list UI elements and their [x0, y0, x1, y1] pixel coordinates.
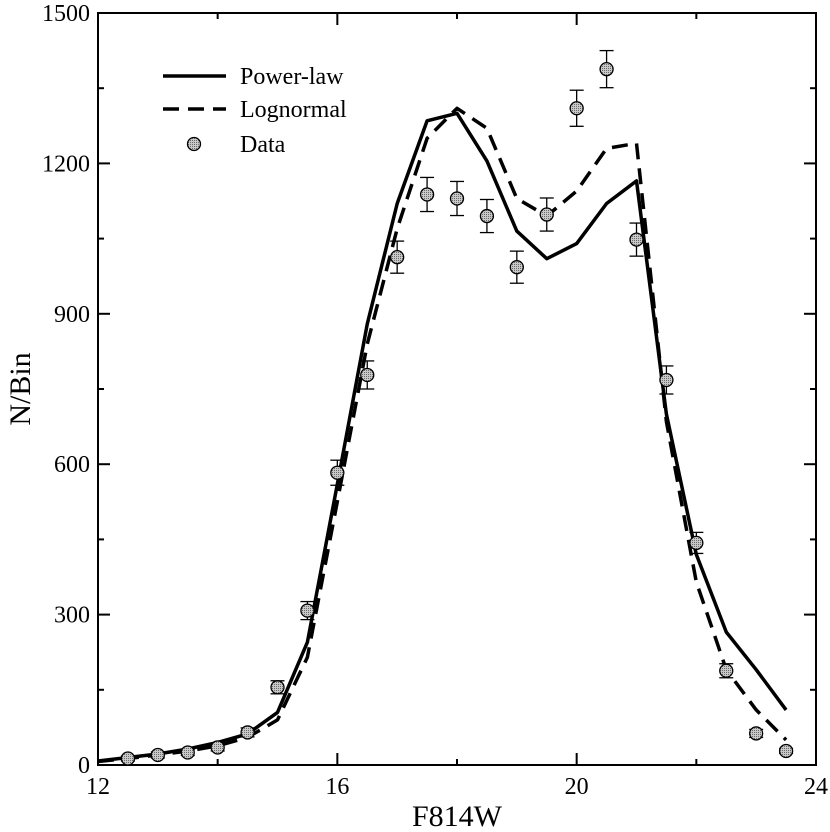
series-line-power-law	[97, 111, 788, 763]
data-marker	[629, 232, 644, 247]
legend-swatch-data	[186, 136, 202, 152]
data-marker	[180, 745, 195, 760]
y-tick-label: 0	[78, 753, 90, 779]
data-marker	[330, 465, 345, 480]
data-point	[749, 726, 764, 741]
data-point	[240, 725, 255, 740]
data-point	[390, 240, 405, 274]
y-tick-label: 300	[54, 603, 90, 629]
data-marker	[419, 187, 435, 202]
series-lines	[97, 106, 788, 764]
data-marker	[479, 208, 495, 224]
data-marker	[360, 367, 375, 383]
data-point	[479, 198, 495, 234]
data-points	[120, 49, 794, 766]
data-point	[180, 745, 195, 760]
data-point	[419, 176, 435, 213]
data-marker	[270, 680, 285, 695]
y-axis-title: N/Bin	[4, 352, 37, 425]
data-point	[210, 740, 225, 755]
data-marker	[210, 740, 225, 755]
data-marker	[778, 743, 794, 759]
data-point	[689, 531, 704, 555]
y-tick-label: 1500	[42, 1, 90, 27]
data-marker	[749, 726, 764, 741]
data-point	[150, 747, 165, 763]
data-point	[509, 250, 524, 284]
series-line-lognormal	[97, 106, 788, 764]
data-point	[569, 89, 584, 127]
data-point	[270, 680, 285, 695]
x-tick-label: 20	[565, 774, 589, 800]
legend: Power-law Lognormal Data	[163, 64, 347, 158]
legend-label-lognormal: Lognormal	[240, 97, 347, 123]
data-point	[629, 222, 644, 257]
x-tick-label: 16	[325, 774, 349, 800]
data-marker	[569, 101, 584, 116]
data-marker	[240, 725, 255, 740]
data-marker	[300, 603, 315, 618]
data-point	[449, 180, 465, 217]
tick-labels: 12 16 20 24 0 300 600 900 1200 1500	[42, 1, 828, 800]
data-marker	[390, 249, 405, 265]
data-point	[719, 663, 734, 679]
legend-label-power-law: Power-law	[240, 64, 344, 90]
data-point	[360, 360, 375, 390]
data-point	[659, 365, 674, 395]
y-tick-label: 1200	[42, 151, 90, 177]
data-marker	[150, 747, 165, 763]
data-marker	[599, 61, 614, 77]
data-point	[120, 751, 136, 766]
data-marker	[659, 372, 674, 388]
y-tick-label: 900	[54, 302, 90, 328]
legend-label-data: Data	[240, 132, 286, 158]
data-marker	[509, 260, 524, 275]
data-marker	[449, 191, 465, 206]
data-point	[330, 459, 345, 486]
axis-ticks	[97, 12, 817, 766]
x-tick-label: 24	[804, 774, 828, 800]
data-marker	[689, 535, 704, 551]
y-tick-label: 600	[54, 452, 90, 478]
x-tick-label: 12	[86, 774, 110, 800]
data-marker	[719, 663, 734, 678]
plot-frame	[97, 12, 817, 766]
data-marker	[120, 751, 136, 766]
data-marker	[539, 207, 554, 222]
data-point	[300, 600, 315, 621]
data-point	[599, 49, 614, 89]
data-point	[539, 197, 554, 232]
data-point	[778, 743, 794, 759]
x-axis-title: F814W	[412, 800, 503, 832]
